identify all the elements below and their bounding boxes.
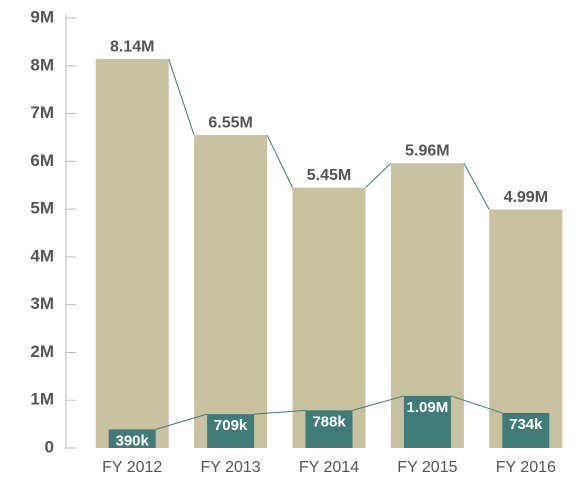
connector xyxy=(266,134,293,188)
y-tick-label: 7M xyxy=(30,103,54,122)
value-label: 5.96M xyxy=(405,142,449,159)
value-label: 8.14M xyxy=(110,38,154,55)
value-label: 734k xyxy=(509,416,543,433)
value-label: 709k xyxy=(214,417,248,434)
bar xyxy=(403,395,451,448)
connector xyxy=(155,413,208,430)
connector xyxy=(168,58,195,136)
value-label: 788k xyxy=(312,413,346,430)
y-tick-label: 0 xyxy=(45,437,54,456)
bar xyxy=(305,410,353,448)
bar xyxy=(489,209,563,448)
bar xyxy=(292,187,366,448)
y-tick-label: 6M xyxy=(30,151,54,170)
value-label: 6.55M xyxy=(208,114,252,131)
x-tick-label: FY 2016 xyxy=(496,459,556,476)
bar xyxy=(502,412,550,448)
value-label: 1.09M xyxy=(407,399,449,416)
y-tick-label: 4M xyxy=(30,246,54,265)
connector xyxy=(254,409,306,415)
x-tick-label: FY 2012 xyxy=(102,459,162,476)
bar xyxy=(95,59,169,448)
y-tick-label: 8M xyxy=(30,55,54,74)
value-label: 5.45M xyxy=(307,167,351,184)
x-tick-label: FY 2015 xyxy=(397,459,457,476)
connector xyxy=(463,163,490,210)
x-tick-label: FY 2013 xyxy=(200,459,260,476)
y-tick-label: 2M xyxy=(30,342,54,361)
x-tick-label: FY 2014 xyxy=(299,459,359,476)
value-label: 4.99M xyxy=(504,189,548,206)
connector xyxy=(365,162,392,188)
bar xyxy=(194,135,268,449)
y-tick-label: 9M xyxy=(30,7,54,26)
bar xyxy=(207,414,255,448)
y-tick-label: 1M xyxy=(30,390,54,409)
value-label: 390k xyxy=(116,432,150,449)
y-tick-label: 5M xyxy=(30,199,54,218)
connector xyxy=(352,395,405,411)
connector xyxy=(450,395,503,414)
bar xyxy=(108,429,156,448)
y-tick-label: 3M xyxy=(30,294,54,313)
